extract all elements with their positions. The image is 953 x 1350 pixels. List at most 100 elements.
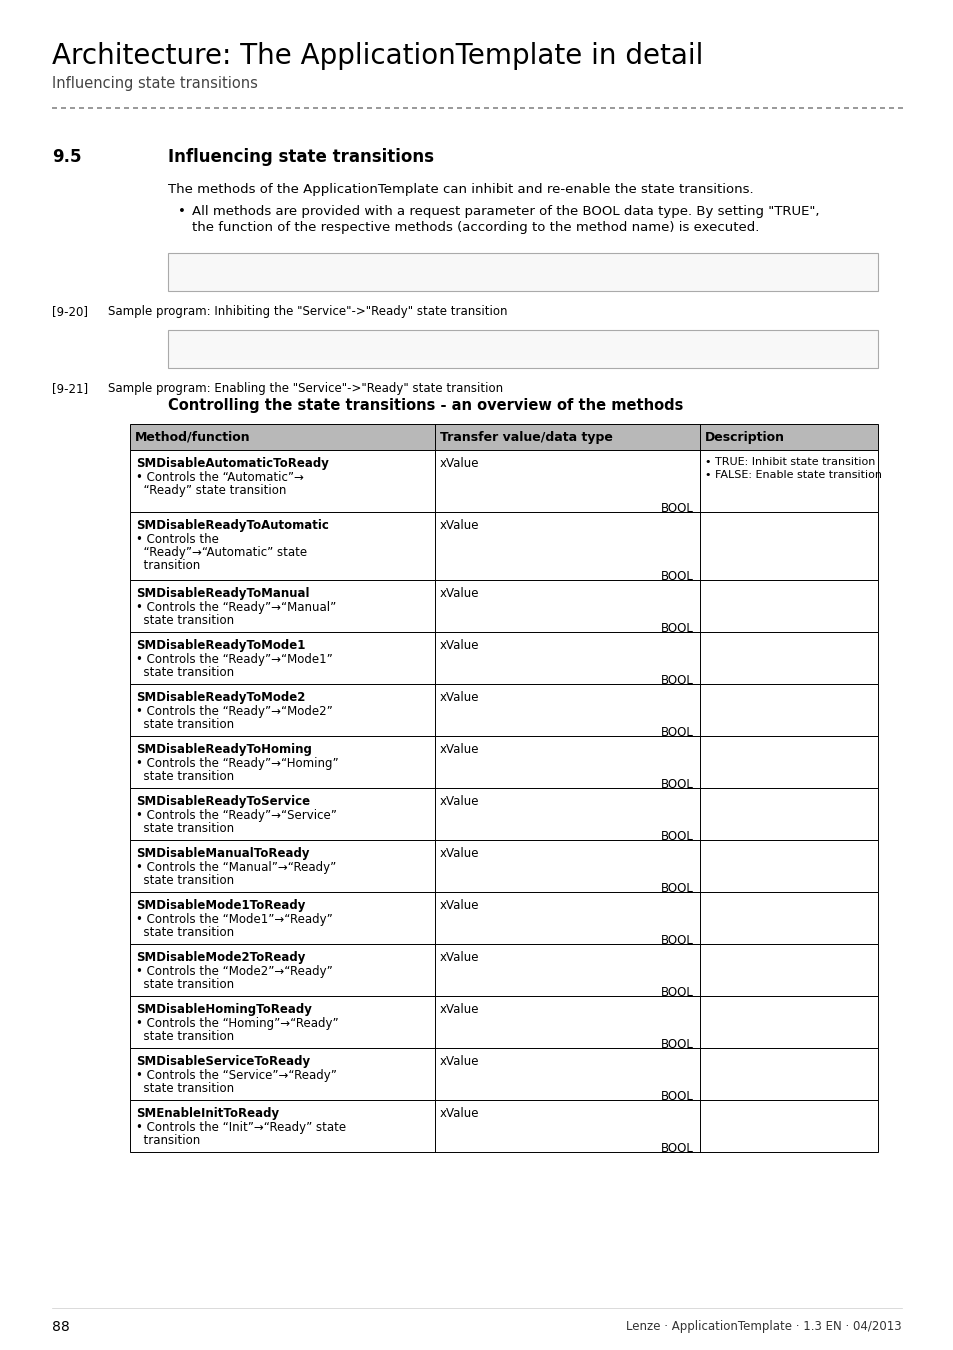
Text: “Ready”→“Automatic” state: “Ready”→“Automatic” state [136, 545, 307, 559]
Text: • Controls the “Ready”→“Homing”: • Controls the “Ready”→“Homing” [136, 757, 338, 769]
Text: xValue: xValue [439, 795, 479, 809]
Text: 88: 88 [52, 1320, 70, 1334]
Bar [130, 944, 877, 996]
Text: SMDisableReadyToService: SMDisableReadyToService [136, 795, 310, 809]
Bar [130, 580, 877, 632]
Text: xValue: xValue [439, 899, 479, 913]
Text: SMDisableMode1ToReady: SMDisableMode1ToReady [136, 899, 305, 913]
Text: BOOL: BOOL [660, 1142, 693, 1156]
Text: xValue: xValue [439, 1003, 479, 1017]
Text: Method/function: Method/function [135, 431, 251, 444]
Text: state transition: state transition [136, 977, 233, 991]
Bar [130, 632, 877, 684]
Text: Sample program: Enabling the "Service"->"Ready" state transition: Sample program: Enabling the "Service"->… [108, 382, 502, 396]
Text: • Controls the “Ready”→“Mode2”: • Controls the “Ready”→“Mode2” [136, 705, 333, 718]
Text: BOOL: BOOL [660, 778, 693, 791]
Text: SMDisableHomingToReady: SMDisableHomingToReady [136, 1003, 312, 1017]
Text: BOOL: BOOL [660, 934, 693, 946]
Text: state transition: state transition [136, 718, 233, 730]
Bar [130, 892, 877, 944]
Text: 9.5: 9.5 [52, 148, 81, 166]
Text: BOOL: BOOL [660, 726, 693, 738]
Text: SMDisableReadyToMode2: SMDisableReadyToMode2 [136, 691, 305, 703]
Text: xValue: xValue [439, 518, 479, 532]
Text: transition: transition [136, 1134, 200, 1148]
Text: Architecture: The ApplicationTemplate in detail: Architecture: The ApplicationTemplate in… [52, 42, 702, 70]
Text: xValue: xValue [439, 950, 479, 964]
Text: xValue: xValue [439, 743, 479, 756]
Text: state transition: state transition [136, 769, 233, 783]
Text: • Controls the “Ready”→“Manual”: • Controls the “Ready”→“Manual” [136, 601, 335, 614]
Text: Description: Description [704, 431, 784, 444]
Text: BOOL: BOOL [660, 882, 693, 895]
Text: [9-20]: [9-20] [52, 305, 88, 319]
Bar [130, 1100, 877, 1152]
Text: • Controls the “Mode2”→“Ready”: • Controls the “Mode2”→“Ready” [136, 965, 333, 977]
Bar [130, 996, 877, 1048]
Text: • Controls the “Init”→“Ready” state: • Controls the “Init”→“Ready” state [136, 1120, 346, 1134]
Text: SMDisableReadyToHoming: SMDisableReadyToHoming [136, 743, 312, 756]
Text: • TRUE: Inhibit state transition: • TRUE: Inhibit state transition [704, 458, 875, 467]
Text: BOOL: BOOL [660, 502, 693, 514]
Text: SMDisableReadyToAutomatic: SMDisableReadyToAutomatic [136, 518, 329, 532]
Bar [130, 450, 877, 512]
Text: • FALSE: Enable state transition: • FALSE: Enable state transition [704, 470, 882, 481]
Text: All methods are provided with a request parameter of the BOOL data type. By sett: All methods are provided with a request … [192, 205, 819, 217]
Bar [130, 424, 877, 450]
Text: BOOL: BOOL [660, 570, 693, 583]
Text: Controlling the state transitions - an overview of the methods: Controlling the state transitions - an o… [168, 398, 682, 413]
Text: SMDisableReadyToManual: SMDisableReadyToManual [136, 587, 309, 599]
Text: • Controls the “Ready”→“Mode1”: • Controls the “Ready”→“Mode1” [136, 653, 333, 666]
Text: xValue: xValue [439, 1107, 479, 1120]
Bar [130, 788, 877, 840]
Text: • Controls the: • Controls the [136, 533, 218, 545]
Text: • Controls the “Service”→“Ready”: • Controls the “Service”→“Ready” [136, 1069, 336, 1081]
Text: [9-21]: [9-21] [52, 382, 88, 396]
Text: xValue: xValue [439, 1054, 479, 1068]
Text: xValue: xValue [439, 846, 479, 860]
Text: Transfer value/data type: Transfer value/data type [439, 431, 612, 444]
Text: transition: transition [136, 559, 200, 572]
Text: BOOL: BOOL [660, 1089, 693, 1103]
Bar [130, 736, 877, 788]
Text: • Controls the “Manual”→“Ready”: • Controls the “Manual”→“Ready” [136, 861, 335, 873]
Text: Influencing state transitions: Influencing state transitions [168, 148, 434, 166]
Text: BOOL: BOOL [660, 674, 693, 687]
Text: • Controls the “Mode1”→“Ready”: • Controls the “Mode1”→“Ready” [136, 913, 333, 926]
Text: state transition: state transition [136, 822, 233, 836]
Text: SMDisableServiceToReady: SMDisableServiceToReady [136, 1054, 310, 1068]
Text: Sample program: Inhibiting the "Service"->"Ready" state transition: Sample program: Inhibiting the "Service"… [108, 305, 507, 319]
Bar [130, 1048, 877, 1100]
Text: state transition: state transition [136, 873, 233, 887]
Text: The methods of the ApplicationTemplate can inhibit and re-enable the state trans: The methods of the ApplicationTemplate c… [168, 184, 753, 196]
Bar [168, 329, 877, 369]
Text: the function of the respective methods (according to the method name) is execute: the function of the respective methods (… [192, 221, 759, 234]
Text: state transition: state transition [136, 1081, 233, 1095]
Text: xValue: xValue [439, 639, 479, 652]
Text: BOOL: BOOL [660, 986, 693, 999]
Text: SMDisableMode2ToReady: SMDisableMode2ToReady [136, 950, 305, 964]
Text: Lenze · ApplicationTemplate · 1.3 EN · 04/2013: Lenze · ApplicationTemplate · 1.3 EN · 0… [626, 1320, 901, 1332]
Text: state transition: state transition [136, 614, 233, 626]
Text: xValue: xValue [439, 587, 479, 599]
Text: • Controls the “Ready”→“Service”: • Controls the “Ready”→“Service” [136, 809, 336, 822]
Text: SMEnableInitToReady: SMEnableInitToReady [136, 1107, 279, 1120]
Bar [130, 684, 877, 736]
Text: SMDisableReadyToMode1: SMDisableReadyToMode1 [136, 639, 305, 652]
Text: BOOL: BOOL [660, 622, 693, 634]
Text: •: • [178, 205, 186, 217]
Text: BOOL: BOOL [660, 1038, 693, 1052]
Bar [130, 840, 877, 892]
Text: state transition: state transition [136, 926, 233, 940]
Text: state transition: state transition [136, 1030, 233, 1044]
Text: • Controls the “Automatic”→: • Controls the “Automatic”→ [136, 471, 304, 485]
Text: xValue: xValue [439, 691, 479, 703]
Bar [130, 512, 877, 580]
Text: SMDisableManualToReady: SMDisableManualToReady [136, 846, 309, 860]
Text: state transition: state transition [136, 666, 233, 679]
Text: xValue: xValue [439, 458, 479, 470]
Text: Influencing state transitions: Influencing state transitions [52, 76, 257, 90]
Text: • Controls the “Homing”→“Ready”: • Controls the “Homing”→“Ready” [136, 1017, 338, 1030]
Text: SMDisableAutomaticToReady: SMDisableAutomaticToReady [136, 458, 329, 470]
Text: “Ready” state transition: “Ready” state transition [136, 485, 286, 497]
